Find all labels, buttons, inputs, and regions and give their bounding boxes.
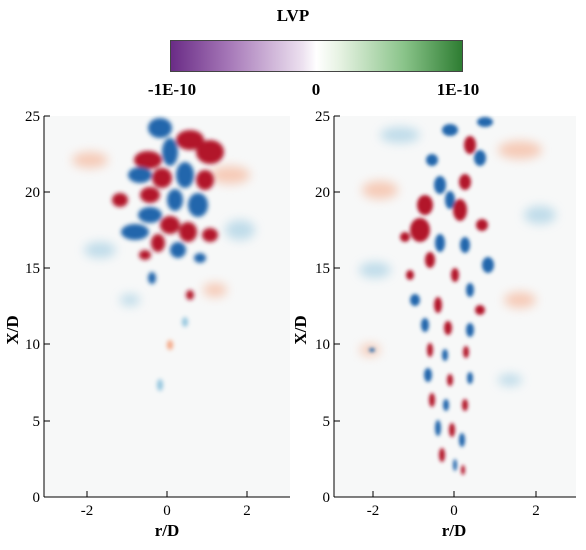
xtick-label: 0 (450, 503, 458, 519)
colorbar-min-label: -1E-10 (147, 80, 197, 99)
colorbar-mid-label: 0 (311, 80, 321, 99)
x-axis-label: r/D (442, 521, 467, 540)
ytick-label: 5 (33, 414, 41, 430)
ytick-label: 0 (33, 490, 41, 506)
xtick-label: -2 (367, 503, 380, 519)
xtick-label: -2 (81, 503, 94, 519)
ytick-label: 20 (25, 185, 40, 201)
ytick-label: 5 (323, 414, 331, 430)
xtick-label: 0 (163, 503, 171, 519)
xtick-label: 2 (243, 503, 251, 519)
plot-area (334, 116, 576, 497)
x-axis-label: r/D (155, 521, 180, 540)
left-panel: 0 5 10 15 20 25 -2 0 2 r/D X/D (3, 109, 290, 540)
ytick-label: 15 (315, 261, 330, 277)
ytick-label: 0 (323, 490, 331, 506)
ytick-label: 25 (315, 109, 330, 125)
ytick-label: 20 (315, 185, 330, 201)
y-axis-label: X/D (291, 315, 310, 344)
colorbar-title: LVP (276, 6, 310, 25)
ytick-label: 10 (25, 337, 40, 353)
colorbar (170, 40, 463, 72)
ytick-label: 10 (315, 337, 330, 353)
vortex-field-left (72, 118, 255, 391)
colorbar-max-label: 1E-10 (436, 80, 480, 99)
xtick-label: 2 (532, 503, 540, 519)
ytick-label: 15 (25, 261, 40, 277)
y-axis-label: X/D (3, 315, 22, 344)
right-panel: 0 5 10 15 20 25 -2 0 2 r/D X/D (291, 109, 576, 540)
vortex-field-right (359, 117, 556, 475)
ytick-label: 25 (25, 109, 40, 125)
